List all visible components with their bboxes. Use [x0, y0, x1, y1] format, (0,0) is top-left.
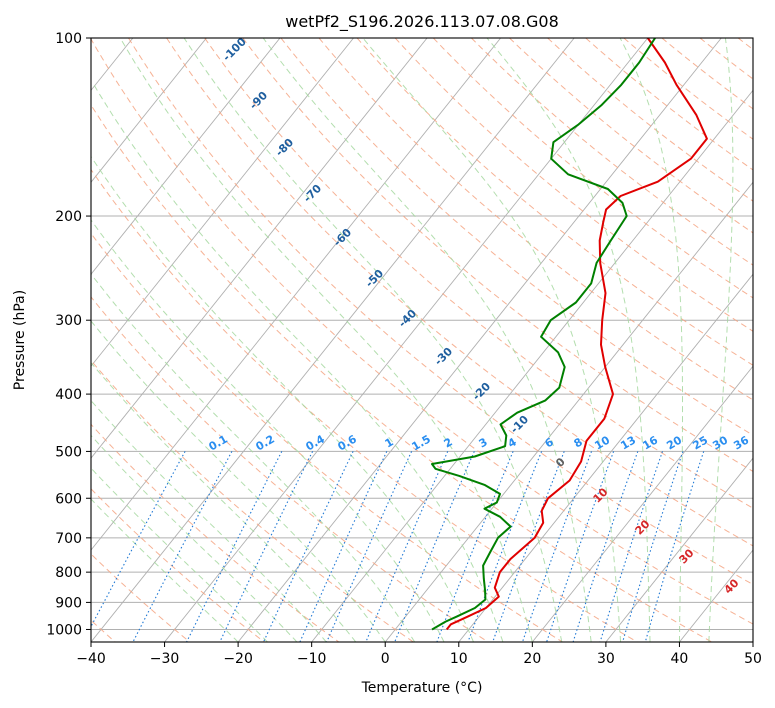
dry-adiabat	[623, 38, 753, 140]
isotherm-line	[164, 38, 649, 642]
dry-adiabat	[128, 38, 753, 586]
dry-adiabat	[91, 296, 489, 642]
x-tick-label: −40	[76, 651, 106, 667]
dry-adiabat	[91, 168, 638, 642]
moist-adiabat	[91, 320, 386, 642]
isotherm-line	[531, 365, 753, 642]
mixing-ratio-line	[326, 451, 413, 642]
dry-adiabat	[91, 232, 563, 642]
isotherm-line	[91, 38, 428, 459]
isotherm-line	[458, 273, 753, 642]
mixing-ratio-line	[91, 451, 186, 628]
y-tick-label: 500	[55, 444, 82, 460]
y-tick-label: 100	[55, 31, 82, 47]
mixing-ratio-line	[572, 451, 639, 642]
moist-adiabat	[262, 38, 592, 642]
isotherm-line	[91, 38, 354, 367]
dry-adiabat	[242, 38, 753, 472]
x-tick-label: 40	[671, 651, 689, 667]
moist-adiabat	[486, 38, 651, 642]
isotherm-line	[91, 38, 281, 275]
x-axis-label: Temperature (°C)	[361, 680, 483, 696]
chart-title: wetPf2_S196.2026.113.07.08.G08	[285, 12, 559, 32]
mixing-ratio-line	[622, 451, 684, 642]
x-tick-label: 50	[744, 651, 762, 667]
moist-adiabat	[91, 361, 357, 642]
x-tick-label: −30	[150, 651, 180, 667]
moist-adiabat	[93, 84, 504, 642]
isotherm-line	[384, 181, 753, 642]
isotherm-line	[91, 38, 207, 183]
dry-adiabat	[166, 38, 753, 547]
y-tick-label: 700	[55, 531, 82, 547]
x-tick-label: 30	[597, 651, 615, 667]
axes: −40 −30 −20 −10 0 10 20 30 40 50 1000 900 800 700 600 5…	[46, 31, 762, 667]
data-series	[431, 38, 708, 631]
y-tick-label: 600	[55, 491, 82, 507]
dry-adiabat	[91, 423, 340, 642]
mixing-ratio-line	[599, 451, 664, 642]
dewpoint-profile-line	[431, 38, 656, 631]
isotherm-line	[91, 38, 501, 551]
moist-adiabat	[91, 219, 445, 642]
mixing-ratio-line	[521, 451, 593, 642]
moist-adiabat	[119, 38, 533, 642]
y-axis-label: Pressure (hPa)	[12, 290, 28, 390]
moist-adiabat	[362, 38, 622, 642]
mixing-ratio-line	[219, 451, 314, 642]
mixing-ratio-line	[299, 451, 388, 642]
dry-adiabat	[394, 38, 753, 332]
y-tick-label: 1000	[46, 622, 82, 638]
dry-adiabat	[280, 38, 753, 436]
y-tick-label: 400	[55, 387, 82, 403]
dry-adiabat	[91, 38, 753, 625]
x-tick-label: −10	[297, 651, 327, 667]
y-tick-label: 900	[55, 595, 82, 611]
moist-adiabat	[183, 38, 563, 642]
y-tick-label: 800	[55, 565, 82, 581]
dry-adiabat	[91, 104, 713, 642]
isotherm-line	[91, 38, 575, 642]
x-tick-label: −20	[223, 651, 253, 667]
background-lines	[91, 38, 753, 642]
dry-adiabat	[204, 38, 753, 509]
isotherm-line	[237, 38, 722, 642]
y-tick-label: 200	[55, 209, 82, 225]
temperature-profile-line	[445, 38, 708, 631]
isotherm-line	[605, 457, 753, 642]
moist-adiabat	[91, 498, 239, 642]
mixing-ratio-line	[365, 451, 449, 642]
mixing-ratio-line	[546, 451, 615, 642]
mixing-ratio-line	[394, 451, 475, 642]
dry-adiabat	[509, 38, 753, 234]
mixing-ratio-line	[644, 451, 705, 642]
plot-frame	[90, 37, 754, 643]
moist-adiabat	[91, 273, 416, 642]
moist-adiabat	[708, 38, 734, 642]
dry-adiabat	[91, 488, 265, 642]
x-tick-label: 0	[381, 651, 390, 667]
moist-adiabat	[91, 155, 474, 642]
moist-adiabat	[91, 399, 327, 642]
moist-adiabat	[619, 38, 683, 642]
x-tick-label: 10	[450, 651, 468, 667]
x-tick-label: 20	[523, 651, 541, 667]
y-tick-label: 300	[55, 313, 82, 329]
